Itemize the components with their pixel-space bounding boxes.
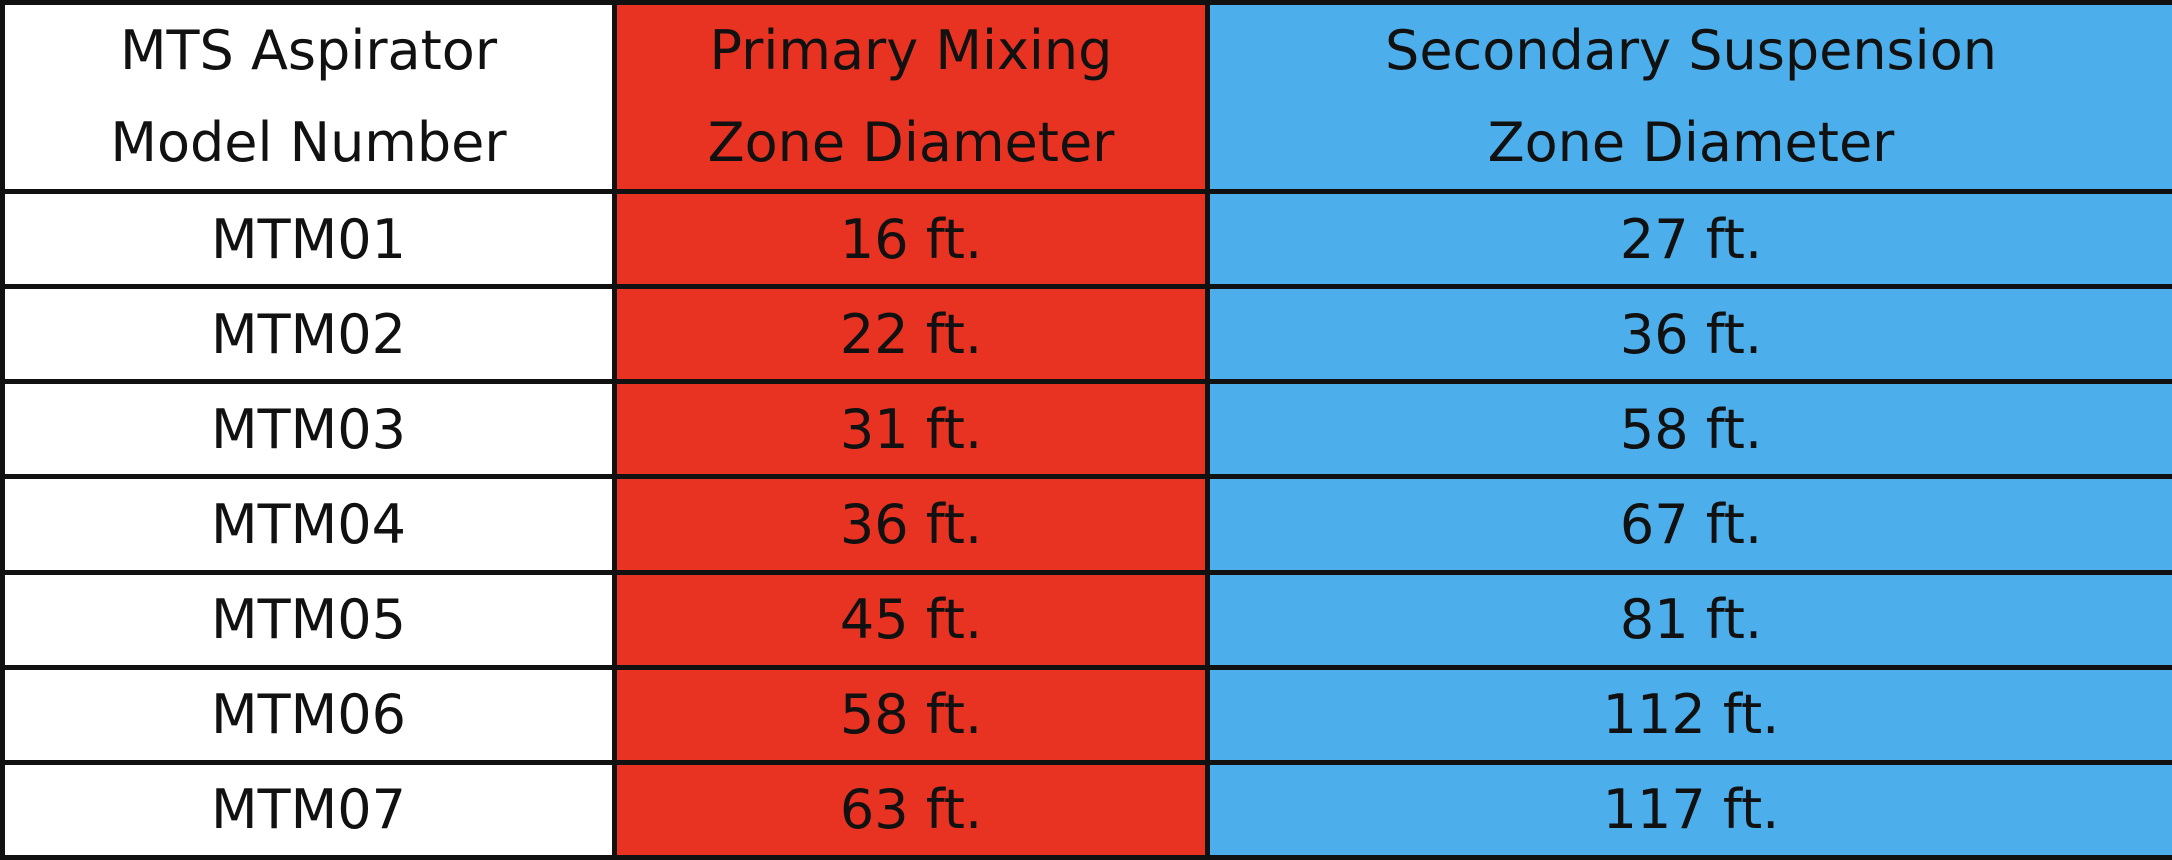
table-row: MTM07 63 ft. 117 ft. <box>0 759 2172 860</box>
diameter-cell: 117 ft. <box>1205 759 2172 860</box>
diameter-cell: 45 ft. <box>612 569 1210 670</box>
diameter-cell: 58 ft. <box>1205 379 2172 480</box>
diameter-cell: 16 ft. <box>612 188 1210 290</box>
model-cell: MTM05 <box>0 569 617 670</box>
diameter-cell: 36 ft. <box>1205 284 2172 385</box>
header-cell: Secondary Suspension Zone Diameter <box>1205 0 2172 194</box>
model-cell: MTM01 <box>0 188 617 290</box>
diameter-cell: 31 ft. <box>612 379 1210 480</box>
table-row: MTM03 31 ft. 58 ft. <box>0 379 2172 480</box>
table-body: MTM01 16 ft. 27 ft. MTM02 22 ft. 36 ft. MTM03 3… <box>0 188 2172 860</box>
header-cell: Primary Mixing Zone Diameter <box>612 0 1210 194</box>
table-header: MTS Aspirator Model Number Primary Mixing Z… <box>0 0 2172 194</box>
header-row: MTS Aspirator Model Number Primary Mixing Z… <box>0 0 2172 194</box>
diameter-cell: 81 ft. <box>1205 569 2172 670</box>
header-line: Zone Diameter <box>1487 111 1895 174</box>
header-line: Primary Mixing <box>709 19 1113 82</box>
model-cell: MTM04 <box>0 474 617 575</box>
diameter-cell: 22 ft. <box>612 284 1210 385</box>
header-line: Secondary Suspension <box>1385 19 1997 82</box>
model-cell: MTM07 <box>0 759 617 860</box>
header-line: Zone Diameter <box>707 111 1115 174</box>
model-cell: MTM02 <box>0 284 617 385</box>
model-cell: MTM06 <box>0 664 617 765</box>
diameter-cell: 27 ft. <box>1205 188 2172 290</box>
table-row: MTM05 45 ft. 81 ft. <box>0 569 2172 670</box>
table-row: MTM02 22 ft. 36 ft. <box>0 284 2172 385</box>
model-cell: MTM03 <box>0 379 617 480</box>
header-line: Model Number <box>110 111 507 174</box>
header-line: MTS Aspirator <box>119 19 498 82</box>
table-row: MTM06 58 ft. 112 ft. <box>0 664 2172 765</box>
table-row: MTM04 36 ft. 67 ft. <box>0 474 2172 575</box>
diameter-cell: 36 ft. <box>612 474 1210 575</box>
diameter-cell: 58 ft. <box>612 664 1210 765</box>
diameter-cell: 67 ft. <box>1205 474 2172 575</box>
diameter-cell: 112 ft. <box>1205 664 2172 765</box>
header-cell: MTS Aspirator Model Number <box>0 0 617 194</box>
diameter-cell: 63 ft. <box>612 759 1210 860</box>
table-row: MTM01 16 ft. 27 ft. <box>0 188 2172 290</box>
